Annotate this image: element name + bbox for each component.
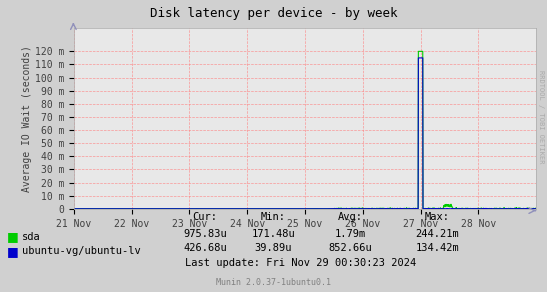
- Text: 171.48u: 171.48u: [252, 229, 295, 239]
- Text: Munin 2.0.37-1ubuntu0.1: Munin 2.0.37-1ubuntu0.1: [216, 278, 331, 287]
- Text: Min:: Min:: [261, 213, 286, 223]
- Text: 1.79m: 1.79m: [334, 229, 366, 239]
- Text: 426.68u: 426.68u: [183, 243, 227, 253]
- Text: Cur:: Cur:: [193, 213, 218, 223]
- Text: Avg:: Avg:: [337, 213, 363, 223]
- Text: 975.83u: 975.83u: [183, 229, 227, 239]
- Text: 134.42m: 134.42m: [416, 243, 459, 253]
- Text: ubuntu-vg/ubuntu-lv: ubuntu-vg/ubuntu-lv: [22, 246, 141, 256]
- Text: 852.66u: 852.66u: [328, 243, 372, 253]
- Text: ■: ■: [7, 230, 18, 243]
- Text: Last update: Fri Nov 29 00:30:23 2024: Last update: Fri Nov 29 00:30:23 2024: [185, 258, 416, 268]
- Text: sda: sda: [22, 232, 40, 241]
- Text: Disk latency per device - by week: Disk latency per device - by week: [150, 7, 397, 20]
- Text: 39.89u: 39.89u: [255, 243, 292, 253]
- Y-axis label: Average IO Wait (seconds): Average IO Wait (seconds): [22, 45, 32, 192]
- Text: Max:: Max:: [425, 213, 450, 223]
- Text: 244.21m: 244.21m: [416, 229, 459, 239]
- Text: ■: ■: [7, 245, 18, 258]
- Text: RRDTOOL / TOBI OETIKER: RRDTOOL / TOBI OETIKER: [538, 70, 544, 164]
